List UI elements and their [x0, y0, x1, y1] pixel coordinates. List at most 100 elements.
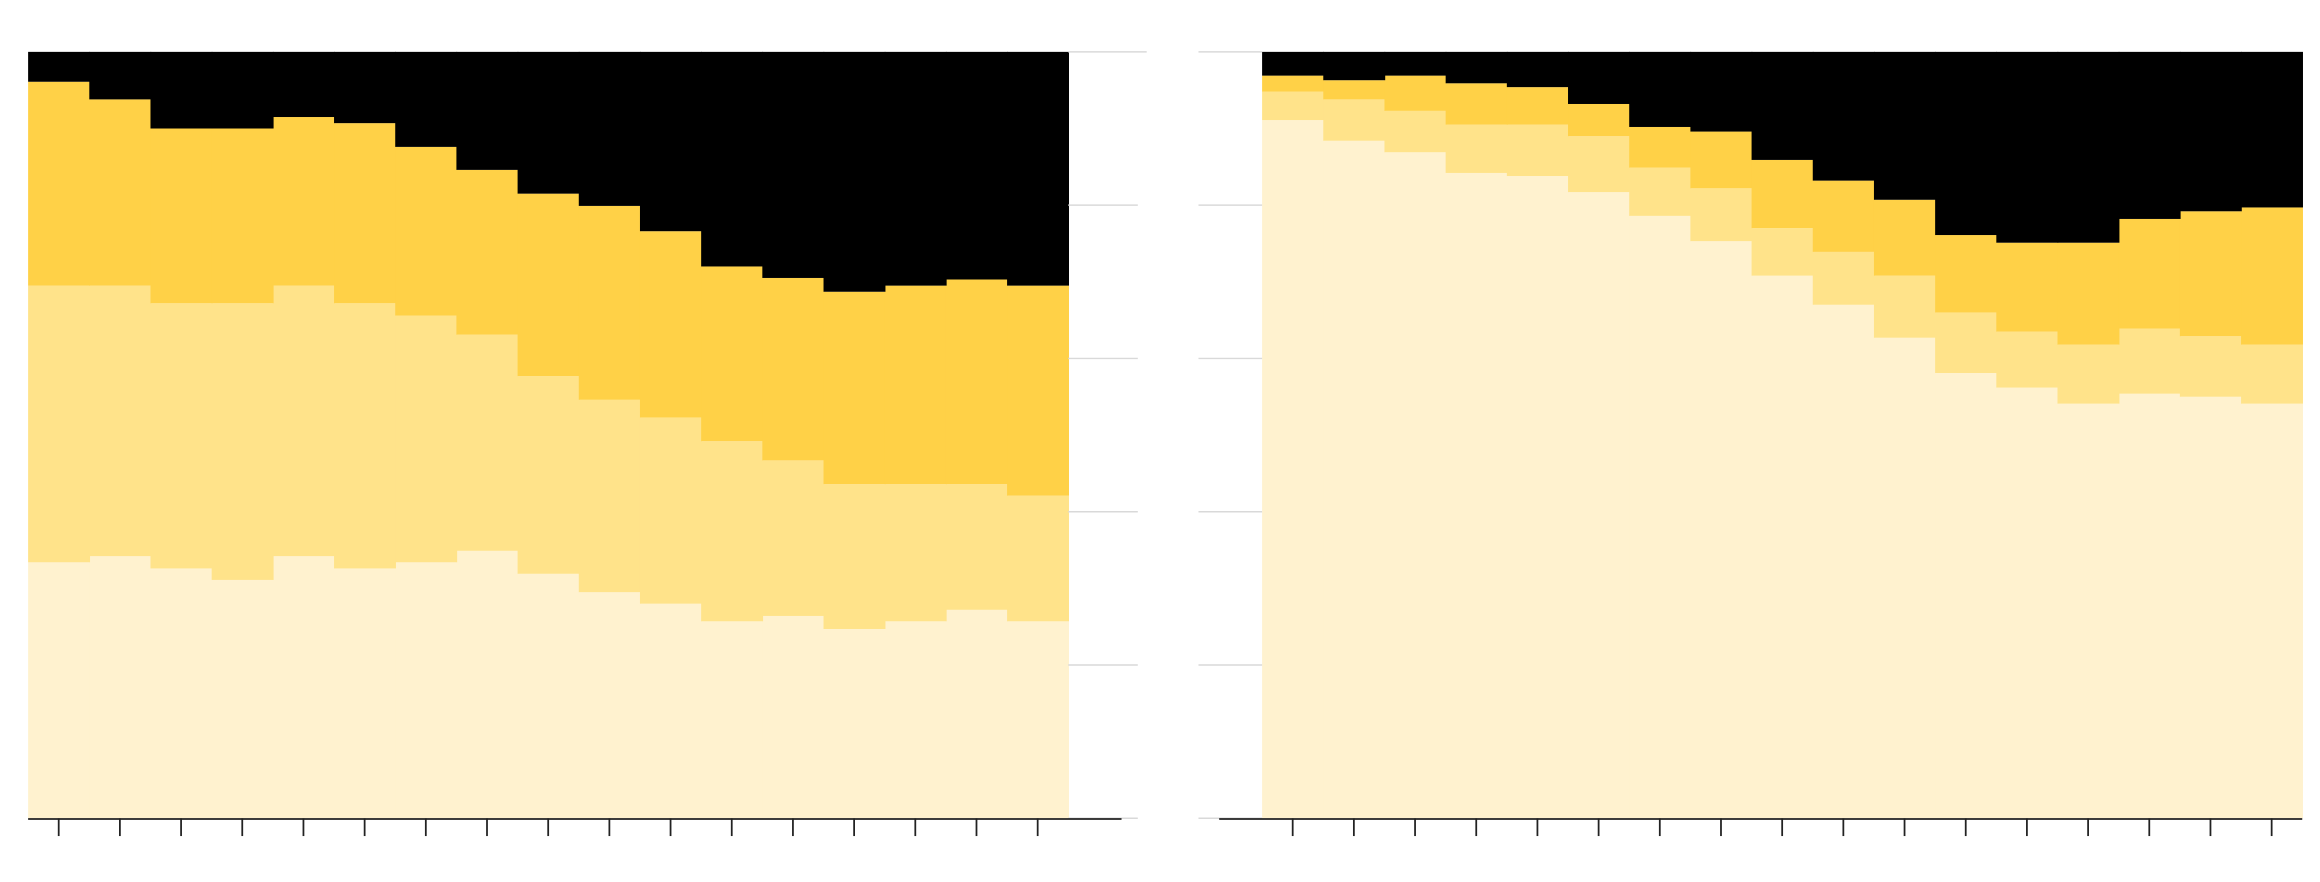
area-step — [945, 51, 1008, 280]
area-step — [1873, 337, 1936, 819]
area-step — [1323, 51, 1386, 81]
area-step — [2241, 207, 2303, 345]
area-step — [2057, 51, 2120, 243]
area-step — [1812, 51, 1875, 181]
area-step — [639, 603, 702, 819]
area-step — [1445, 51, 1508, 84]
area-step — [945, 609, 1008, 819]
area-step — [211, 128, 274, 304]
area-step — [884, 285, 947, 485]
area-step — [1690, 51, 1753, 132]
area-step — [1751, 228, 1814, 276]
area-step — [211, 579, 274, 819]
area-step — [1873, 51, 1936, 200]
area-step — [334, 51, 396, 124]
area-step — [639, 51, 702, 232]
area-step — [762, 460, 825, 616]
area-step — [823, 51, 886, 292]
area-step — [2179, 336, 2242, 397]
area-step — [884, 484, 947, 622]
area-step — [762, 277, 825, 461]
area-step — [823, 484, 886, 629]
area-step — [1690, 241, 1753, 819]
area-step — [1629, 126, 1692, 168]
area-step — [1751, 51, 1814, 160]
area-step — [1445, 83, 1508, 125]
area-step — [884, 621, 947, 819]
area-step — [1996, 51, 2059, 243]
area-step — [578, 399, 641, 593]
area-step — [517, 51, 580, 194]
area-step — [701, 441, 764, 622]
area-step — [272, 51, 335, 118]
chart — [28, 51, 1147, 837]
area-step — [1629, 51, 1692, 127]
area-step — [1629, 167, 1692, 216]
area-step — [578, 205, 641, 400]
area-step — [211, 303, 274, 580]
area-step — [334, 123, 396, 304]
area-step — [1568, 192, 1630, 819]
area-step — [2118, 51, 2181, 219]
area-step — [639, 231, 702, 418]
area-step — [272, 285, 335, 557]
area-step — [1690, 188, 1753, 242]
area-step — [2241, 403, 2303, 819]
area-step — [150, 568, 213, 819]
area-step — [1007, 51, 1070, 286]
area-step — [823, 628, 886, 819]
area-step — [395, 146, 458, 316]
area-step — [456, 550, 519, 819]
area-step — [517, 376, 580, 574]
area-step — [945, 279, 1008, 485]
area-step — [28, 51, 91, 82]
area-step — [1568, 51, 1630, 104]
area-step — [1935, 373, 1998, 819]
area-step — [2179, 211, 2242, 337]
area-step — [1384, 110, 1447, 153]
area-step — [28, 285, 91, 563]
area-step — [395, 51, 458, 147]
area-step — [2179, 396, 2242, 819]
area-step — [517, 573, 580, 819]
area-step — [639, 417, 702, 604]
area-step — [211, 51, 274, 129]
area-step — [2118, 328, 2181, 394]
area-step — [272, 117, 335, 286]
area-step — [1812, 251, 1875, 305]
area-step — [701, 51, 764, 267]
area-step — [1323, 140, 1386, 819]
area-step — [1506, 176, 1569, 819]
area-step — [701, 621, 764, 819]
area-step — [150, 303, 213, 569]
area-step — [1323, 99, 1386, 141]
area-step — [2241, 51, 2303, 208]
area-step — [1935, 235, 1998, 313]
area-step — [945, 484, 1008, 610]
area-step — [1506, 51, 1569, 88]
area-step — [1873, 275, 1936, 338]
area-step — [2057, 403, 2120, 819]
area-step — [2241, 344, 2303, 404]
area-step — [456, 334, 519, 551]
area-step — [1506, 124, 1569, 177]
area-step — [578, 592, 641, 819]
area-step — [762, 615, 825, 819]
area-step — [150, 128, 213, 304]
area-step — [1812, 180, 1875, 252]
area-step — [1262, 75, 1325, 92]
area-step — [1262, 120, 1325, 819]
area-step — [762, 51, 825, 278]
area-step — [1323, 80, 1386, 100]
area-step — [1007, 495, 1070, 622]
area-step — [28, 81, 91, 286]
area-step — [1007, 621, 1070, 819]
area-step — [1445, 124, 1508, 173]
area-step — [1873, 199, 1936, 276]
area-step — [1262, 91, 1325, 121]
area-step — [1996, 331, 2059, 388]
area-step — [1445, 172, 1508, 819]
area-step — [28, 562, 91, 819]
